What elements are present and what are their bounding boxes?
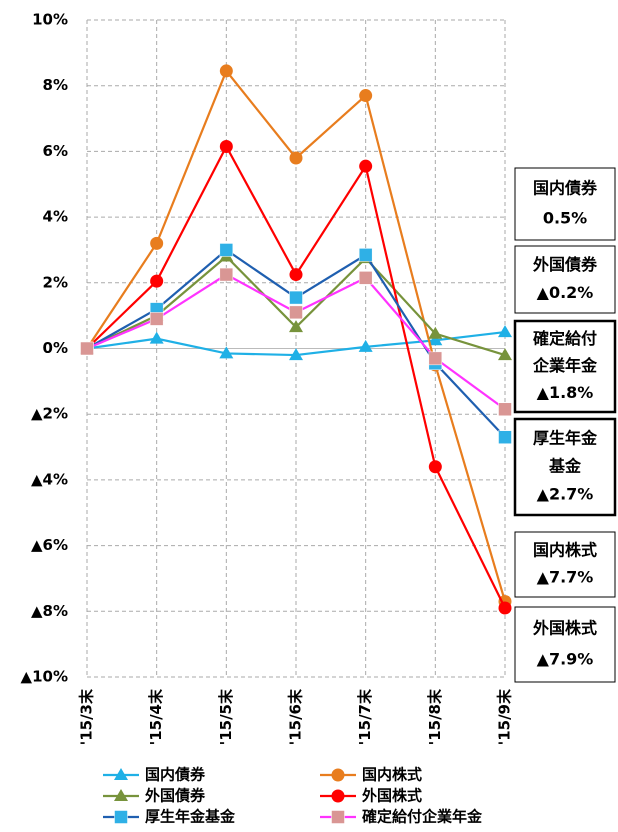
point	[498, 402, 512, 417]
legend-label: 国内株式	[362, 766, 422, 784]
y-tick-label: ▲6%	[31, 536, 68, 554]
annotation-text: 国内株式	[533, 540, 597, 559]
point	[359, 159, 373, 173]
point	[289, 151, 303, 165]
y-tick-label: 6%	[43, 142, 68, 160]
annotation-box	[513, 319, 617, 414]
annotation-box	[514, 606, 616, 683]
annotation-text: 外国債券	[532, 255, 598, 274]
point	[428, 460, 442, 474]
annotation-box	[514, 167, 616, 241]
x-tick-label: '15/6末	[287, 688, 305, 745]
y-tick-label: 4%	[43, 208, 68, 226]
point	[358, 248, 373, 262]
annotation-text: ▲2.7%	[537, 485, 594, 504]
annotation-text: 厚生年金	[533, 428, 598, 447]
annotation-box	[513, 417, 617, 517]
annotation-box	[514, 531, 616, 598]
x-tick-label: '15/7末	[356, 688, 374, 745]
point	[498, 601, 512, 615]
point	[289, 348, 303, 361]
legend-marker	[114, 810, 128, 824]
legend-marker	[331, 810, 345, 824]
point	[150, 236, 164, 250]
x-tick-label: '15/9末	[496, 688, 514, 745]
annotation-text: ▲7.7%	[537, 568, 594, 587]
point	[149, 331, 164, 344]
legend-label: 外国債券	[144, 787, 206, 805]
legend-marker	[331, 768, 345, 782]
y-tick-label: ▲2%	[31, 405, 68, 423]
point	[219, 139, 233, 153]
point	[358, 339, 373, 352]
point	[219, 64, 233, 78]
point	[498, 430, 512, 444]
point	[428, 333, 443, 346]
y-tick-label: 0%	[43, 339, 68, 357]
point	[358, 271, 373, 285]
annotation-text: 外国株式	[532, 618, 597, 637]
y-tick-label: 2%	[43, 273, 68, 291]
legend-label: 厚生年金基金	[145, 808, 236, 826]
annotation-text: ▲7.9%	[537, 650, 594, 669]
point	[150, 274, 164, 288]
point	[149, 312, 164, 326]
legend-marker	[114, 768, 128, 780]
legend-label: 外国株式	[361, 787, 422, 805]
point	[289, 290, 303, 305]
point	[219, 243, 234, 257]
annotation-text: 基金	[548, 457, 582, 476]
annotation-text: ▲1.8%	[537, 383, 594, 402]
point	[428, 351, 443, 366]
annotation-text: ▲0.2%	[537, 283, 594, 302]
point	[219, 346, 234, 359]
x-tick-label: '15/4末	[147, 688, 165, 745]
point	[289, 305, 303, 320]
y-tick-label: ▲10%	[21, 668, 68, 686]
annotation-text: 国内債券	[533, 179, 598, 198]
legend-marker	[114, 789, 128, 801]
x-tick-label: '15/3末	[78, 688, 96, 745]
annotation-text: 確定給付	[533, 329, 597, 348]
point	[80, 341, 94, 356]
point	[359, 89, 373, 103]
legend-marker	[331, 789, 345, 803]
annotation-box	[514, 245, 616, 314]
annotation-text: 企業年金	[532, 356, 598, 375]
point	[428, 326, 443, 339]
x-tick-label: '15/5末	[217, 688, 235, 745]
legend-label: 確定給付企業年金	[361, 808, 483, 826]
point	[498, 325, 512, 338]
y-tick-label: 8%	[43, 76, 68, 94]
y-tick-label: ▲8%	[31, 602, 68, 620]
annotation-text: 0.5%	[543, 209, 587, 228]
point	[498, 348, 512, 361]
y-tick-label: 10%	[32, 11, 68, 29]
point	[289, 320, 303, 333]
point	[219, 267, 234, 282]
point	[289, 268, 303, 282]
y-tick-label: ▲4%	[31, 470, 68, 488]
x-tick-label: '15/8末	[426, 688, 444, 745]
legend-label: 国内債券	[145, 766, 206, 784]
